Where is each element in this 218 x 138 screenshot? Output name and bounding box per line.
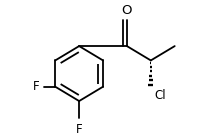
Text: Cl: Cl: [154, 89, 166, 102]
Text: F: F: [76, 123, 82, 136]
Text: O: O: [122, 4, 132, 17]
Text: F: F: [32, 80, 39, 93]
